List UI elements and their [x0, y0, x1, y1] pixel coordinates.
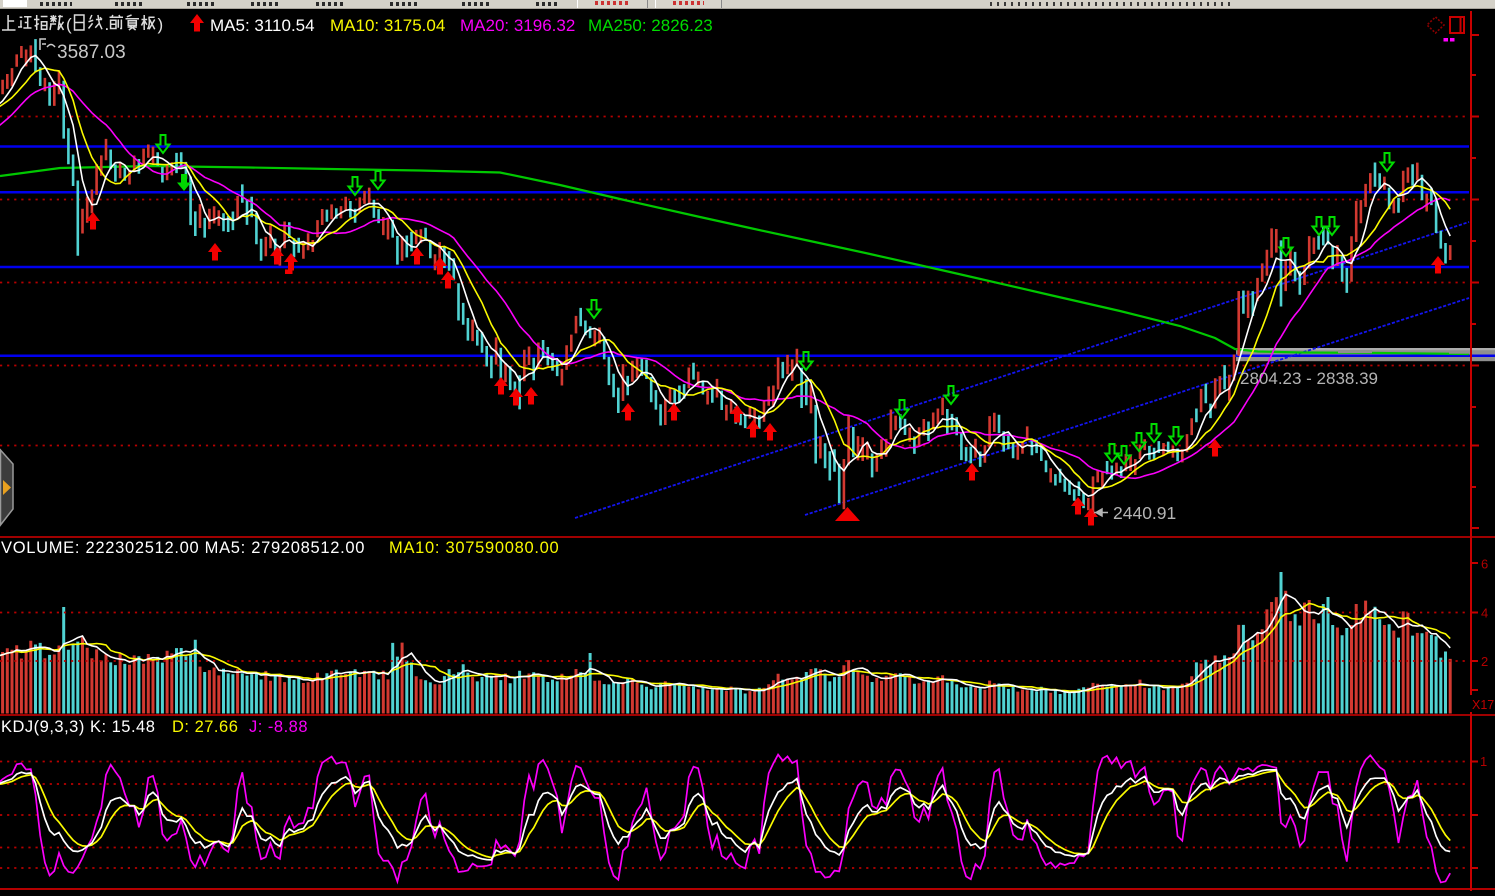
svg-text:(: (: [66, 15, 72, 34]
svg-text:VOLUME: 222302512.00 MA5: 279: VOLUME: 222302512.00 MA5: 279208512.00: [1, 539, 365, 557]
svg-text:MA10: 3175.04: MA10: 3175.04: [330, 16, 445, 35]
svg-text:2804.23 - 2838.39: 2804.23 - 2838.39: [1240, 369, 1378, 388]
svg-text:KDJ(9,3,3) K: 15.48: KDJ(9,3,3) K: 15.48: [1, 718, 155, 736]
svg-text:X17: X17: [1472, 698, 1494, 712]
svg-text:1: 1: [1480, 754, 1487, 769]
svg-text:MA10: 307590080.00: MA10: 307590080.00: [389, 539, 559, 557]
svg-text:4: 4: [1481, 606, 1488, 621]
svg-text:MA250: 2826.23: MA250: 2826.23: [588, 16, 713, 35]
svg-text:2440.91: 2440.91: [1113, 503, 1176, 523]
svg-text:6: 6: [1481, 557, 1488, 572]
svg-text:): ): [158, 15, 164, 34]
svg-text:.: .: [105, 15, 110, 34]
svg-text:J: -8.88: J: -8.88: [249, 718, 308, 736]
svg-text:MA20: 3196.32: MA20: 3196.32: [460, 16, 575, 35]
svg-text:2: 2: [1481, 654, 1488, 669]
svg-text:3587.03: 3587.03: [57, 42, 126, 63]
svg-text:MA5: 3110.54: MA5: 3110.54: [210, 16, 315, 35]
svg-text:D: 27.66: D: 27.66: [172, 718, 238, 736]
